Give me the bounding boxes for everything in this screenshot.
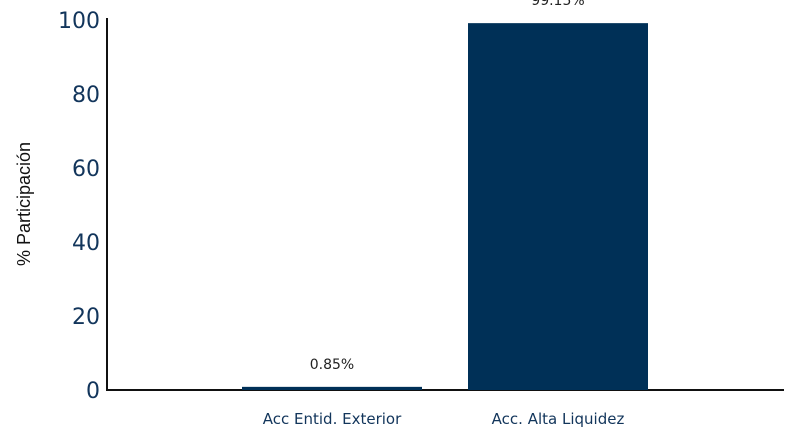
x-tick-label: Acc. Alta Liquidez: [492, 410, 625, 428]
data-labels: 0.85% 99.15%: [310, 0, 585, 373]
x-tick-label: Acc Entid. Exterior: [263, 410, 402, 428]
bars: [242, 23, 648, 391]
y-tick-label: 40: [72, 231, 100, 256]
y-axis-label: % Participación: [14, 142, 34, 266]
y-tick-label: 100: [58, 9, 100, 34]
bar: [242, 386, 422, 390]
bar: [468, 23, 648, 391]
y-tick-label: 80: [72, 83, 100, 108]
data-label: 99.15%: [531, 0, 584, 9]
y-tick-label: 0: [86, 379, 100, 404]
y-tick-labels: 0 20 40 60 80 100: [58, 9, 100, 404]
y-tick-label: 20: [72, 305, 100, 330]
y-tick-label: 60: [72, 157, 100, 182]
x-tick-labels: Acc Entid. Exterior Acc. Alta Liquidez: [263, 410, 625, 428]
data-label: 0.85%: [310, 357, 354, 373]
